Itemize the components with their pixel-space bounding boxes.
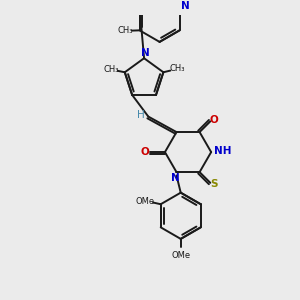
Text: N: N — [171, 173, 180, 183]
Text: CH₃: CH₃ — [118, 26, 133, 35]
Text: H: H — [136, 110, 144, 120]
Text: S: S — [211, 179, 218, 190]
Text: CH₃: CH₃ — [103, 65, 119, 74]
Text: O: O — [141, 147, 150, 157]
Text: N: N — [181, 1, 190, 11]
Text: O: O — [210, 115, 219, 125]
Text: NH: NH — [214, 146, 232, 156]
Text: N: N — [141, 48, 150, 58]
Text: OMe: OMe — [171, 251, 190, 260]
Text: CH₃: CH₃ — [169, 64, 185, 74]
Text: OMe: OMe — [135, 197, 154, 206]
